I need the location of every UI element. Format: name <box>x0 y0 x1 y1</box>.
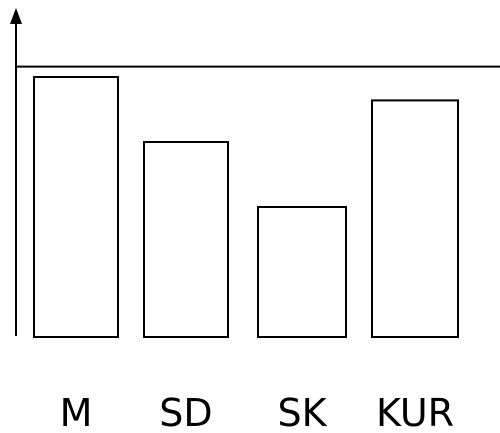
tick-label-m: M <box>60 391 93 433</box>
tick-label-sk: SK <box>277 391 327 433</box>
bars-group <box>33 76 459 339</box>
bar-kur <box>371 99 459 339</box>
category-labels: M SD SK KUR <box>60 391 454 433</box>
y-axis-arrow-icon <box>10 8 22 24</box>
tick-label-kur: KUR <box>376 391 454 433</box>
y-axis <box>10 8 22 336</box>
bar-m <box>33 76 119 338</box>
bar-sd <box>143 141 229 338</box>
bar-sk <box>257 206 347 338</box>
tick-label-sd: SD <box>159 391 212 433</box>
